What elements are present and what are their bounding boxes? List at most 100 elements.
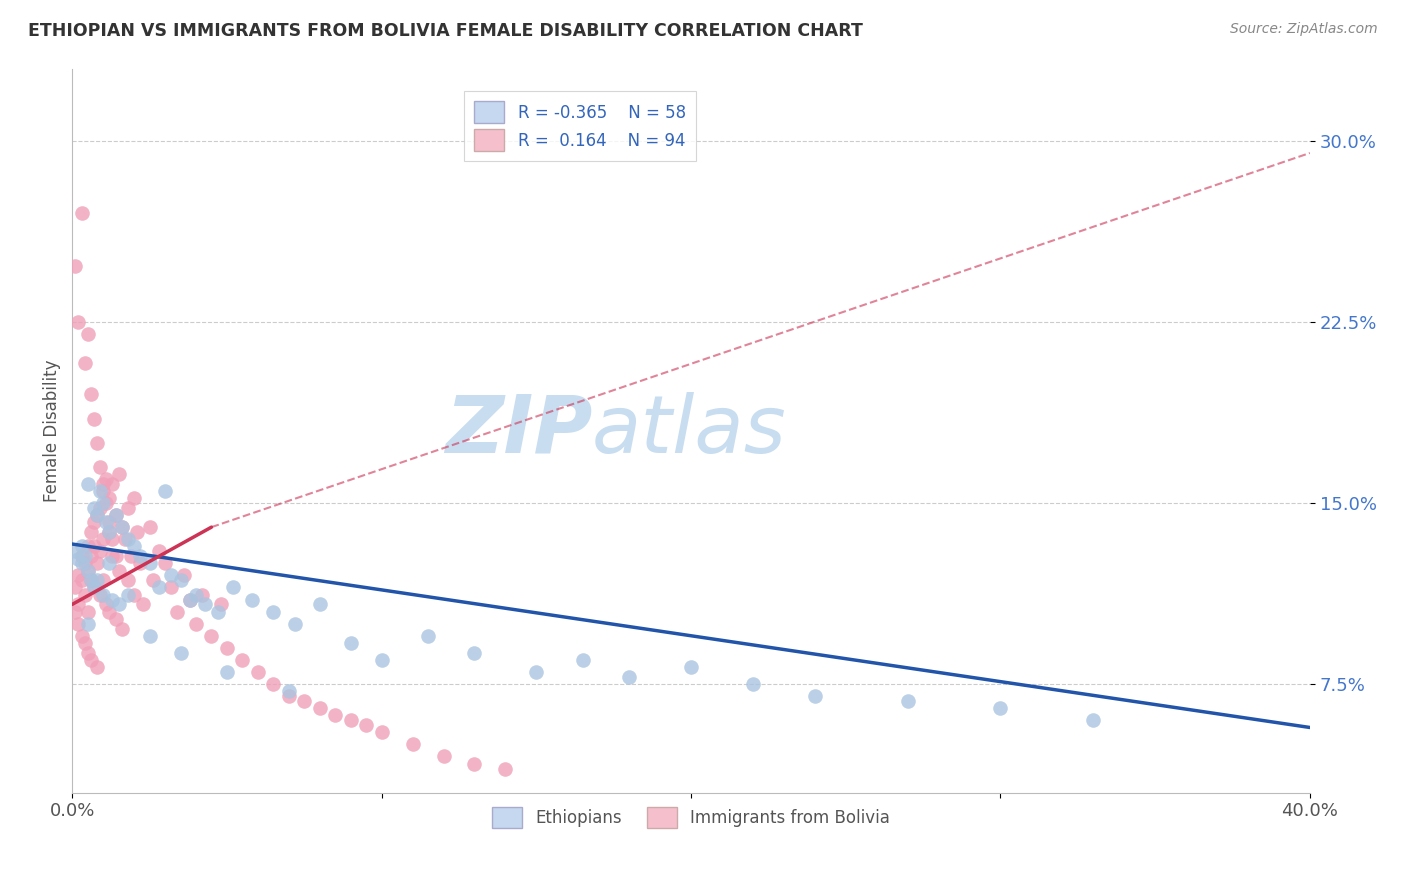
Point — [122, 588, 145, 602]
Point — [209, 598, 232, 612]
Point — [277, 684, 299, 698]
Point — [153, 483, 176, 498]
Point — [277, 689, 299, 703]
Point — [70, 573, 93, 587]
Point — [308, 701, 330, 715]
Point — [129, 557, 152, 571]
Point — [101, 549, 124, 563]
Point — [83, 581, 105, 595]
Point — [104, 612, 127, 626]
Point — [86, 435, 108, 450]
Point — [98, 557, 121, 571]
Point — [153, 557, 176, 571]
Point — [91, 532, 114, 546]
Point — [990, 701, 1012, 715]
Point — [323, 708, 346, 723]
Point — [292, 694, 315, 708]
Point — [120, 549, 142, 563]
Point — [262, 677, 284, 691]
Point — [83, 411, 105, 425]
Point — [65, 544, 87, 558]
Point — [86, 557, 108, 571]
Point — [89, 483, 111, 498]
Point — [184, 588, 207, 602]
Point — [184, 616, 207, 631]
Point — [179, 592, 201, 607]
Point — [132, 598, 155, 612]
Text: ZIP: ZIP — [444, 392, 592, 469]
Point — [76, 646, 98, 660]
Point — [76, 616, 98, 631]
Point — [65, 605, 87, 619]
Point — [284, 616, 307, 631]
Point — [73, 588, 96, 602]
Point — [98, 491, 121, 505]
Point — [107, 564, 129, 578]
Point — [67, 616, 90, 631]
Point — [96, 516, 118, 530]
Point — [67, 568, 90, 582]
Point — [86, 508, 108, 522]
Point — [354, 718, 377, 732]
Point — [117, 588, 139, 602]
Point — [104, 549, 127, 563]
Point — [70, 629, 93, 643]
Point — [80, 524, 103, 539]
Point — [200, 629, 222, 643]
Point — [96, 496, 118, 510]
Point — [370, 725, 392, 739]
Point — [897, 694, 920, 708]
Point — [86, 508, 108, 522]
Point — [432, 749, 454, 764]
Point — [111, 622, 134, 636]
Point — [107, 467, 129, 481]
Point — [122, 491, 145, 505]
Point — [76, 564, 98, 578]
Point — [138, 557, 160, 571]
Point — [339, 636, 361, 650]
Point — [76, 326, 98, 341]
Point — [117, 500, 139, 515]
Point — [76, 540, 98, 554]
Point — [80, 387, 103, 401]
Point — [80, 573, 103, 587]
Point — [416, 629, 439, 643]
Point — [240, 592, 263, 607]
Point — [215, 665, 238, 679]
Y-axis label: Female Disability: Female Disability — [44, 359, 60, 502]
Point — [67, 315, 90, 329]
Point — [80, 549, 103, 563]
Point — [160, 581, 183, 595]
Point — [98, 524, 121, 539]
Point — [86, 573, 108, 587]
Point — [83, 500, 105, 515]
Point — [207, 605, 229, 619]
Point — [73, 549, 96, 563]
Point — [91, 483, 114, 498]
Point — [83, 516, 105, 530]
Point — [111, 520, 134, 534]
Point — [191, 588, 214, 602]
Point — [166, 605, 188, 619]
Point — [73, 636, 96, 650]
Point — [65, 581, 87, 595]
Point — [91, 573, 114, 587]
Point — [101, 592, 124, 607]
Point — [86, 660, 108, 674]
Point — [89, 500, 111, 515]
Point — [122, 540, 145, 554]
Point — [246, 665, 269, 679]
Point — [70, 540, 93, 554]
Point — [70, 206, 93, 220]
Point — [194, 598, 217, 612]
Point — [148, 581, 170, 595]
Point — [222, 581, 245, 595]
Point — [65, 260, 87, 274]
Point — [104, 508, 127, 522]
Point — [138, 520, 160, 534]
Point — [169, 573, 191, 587]
Point — [160, 568, 183, 582]
Point — [89, 544, 111, 558]
Point — [129, 549, 152, 563]
Point — [98, 516, 121, 530]
